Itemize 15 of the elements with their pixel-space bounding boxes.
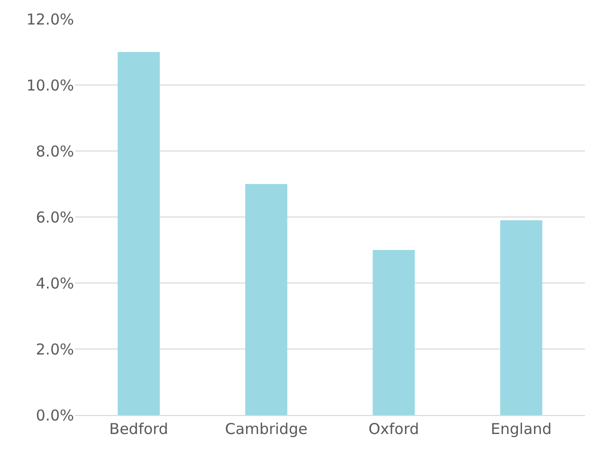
- y-tick-label: 6.0%: [36, 208, 74, 226]
- bar: [245, 184, 288, 415]
- y-tick-label: 0.0%: [36, 406, 74, 424]
- x-tick-label: Bedford: [109, 420, 168, 438]
- y-tick-label: 12.0%: [26, 10, 74, 28]
- y-tick-label: 8.0%: [36, 142, 74, 160]
- x-tick-label: England: [490, 420, 552, 438]
- x-tick-label: Cambridge: [225, 420, 308, 438]
- y-tick-label: 10.0%: [26, 76, 74, 94]
- y-tick-label: 4.0%: [36, 274, 74, 292]
- y-tick-label: 2.0%: [36, 340, 74, 358]
- bar: [500, 220, 542, 415]
- x-tick-label: Oxford: [368, 420, 420, 438]
- bar: [118, 52, 160, 415]
- bar: [372, 250, 415, 415]
